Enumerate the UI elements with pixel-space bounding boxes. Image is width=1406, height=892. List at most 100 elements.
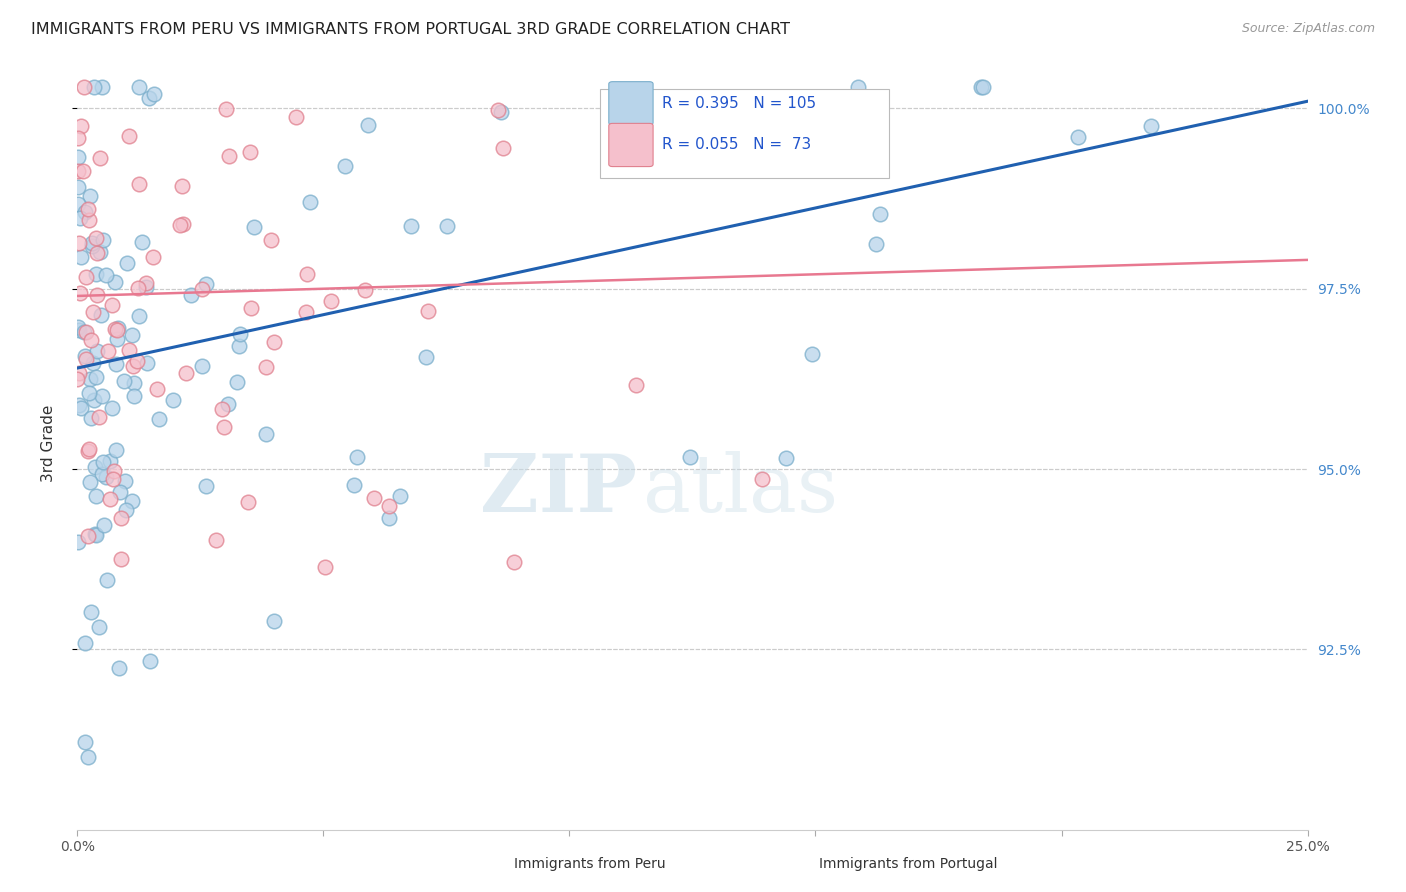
Point xyxy=(105,442,128,457)
Point xyxy=(148,411,170,425)
Point xyxy=(626,378,648,392)
Point xyxy=(97,344,120,359)
Point xyxy=(254,360,277,375)
Point xyxy=(172,178,194,193)
Point xyxy=(84,489,107,503)
Point xyxy=(83,79,105,94)
Point xyxy=(77,442,100,457)
Point xyxy=(104,357,127,371)
Point xyxy=(67,534,90,549)
Point xyxy=(314,559,336,574)
Point xyxy=(79,189,101,203)
Point xyxy=(172,217,194,231)
Point xyxy=(205,533,228,547)
Point xyxy=(84,528,107,542)
Point xyxy=(263,614,285,628)
Point xyxy=(436,219,458,233)
Point xyxy=(174,366,197,380)
Point xyxy=(143,87,166,101)
Point xyxy=(87,620,110,634)
Point xyxy=(169,218,191,232)
Point xyxy=(377,511,399,525)
Point xyxy=(67,150,90,164)
Text: R = 0.055   N =  73: R = 0.055 N = 73 xyxy=(662,137,811,153)
Point xyxy=(69,119,91,133)
Point xyxy=(865,236,887,251)
Point xyxy=(80,410,103,425)
Point xyxy=(82,305,104,319)
Point xyxy=(135,279,157,293)
Point xyxy=(114,374,136,388)
Point xyxy=(135,277,157,291)
Point xyxy=(89,151,111,165)
Point xyxy=(118,128,141,143)
Point xyxy=(101,401,124,416)
Text: atlas: atlas xyxy=(644,451,838,529)
Point xyxy=(679,450,702,464)
Point xyxy=(86,246,108,260)
Text: Immigrants from Peru: Immigrants from Peru xyxy=(515,857,665,871)
Point xyxy=(214,419,236,434)
Point xyxy=(75,352,97,367)
Point xyxy=(67,180,90,194)
Point xyxy=(191,359,214,374)
Point xyxy=(91,455,114,469)
Point xyxy=(260,233,283,247)
Point xyxy=(211,402,233,417)
Point xyxy=(69,286,91,301)
Point xyxy=(114,475,136,489)
Point xyxy=(125,354,148,368)
Point xyxy=(128,178,150,192)
Point xyxy=(100,453,122,467)
Point xyxy=(90,308,112,322)
Point xyxy=(294,304,316,318)
Point xyxy=(117,256,139,270)
Point xyxy=(226,375,249,389)
Point xyxy=(121,493,143,508)
Point xyxy=(75,270,97,285)
Point xyxy=(121,359,143,373)
Point xyxy=(218,149,240,163)
Point xyxy=(388,489,411,503)
Point xyxy=(138,91,160,105)
Point xyxy=(75,735,97,749)
Point xyxy=(139,654,162,668)
Point xyxy=(399,219,422,234)
Point xyxy=(73,79,96,94)
Point xyxy=(84,526,107,541)
Point xyxy=(80,605,103,619)
Point xyxy=(96,574,118,588)
Point xyxy=(86,343,108,358)
Point xyxy=(239,301,262,316)
Point xyxy=(101,472,124,486)
Point xyxy=(77,386,100,401)
Point xyxy=(491,104,513,119)
Point xyxy=(67,323,90,337)
Point xyxy=(118,343,141,357)
Point xyxy=(295,267,318,281)
Point xyxy=(69,211,91,225)
Point xyxy=(73,326,96,340)
Point xyxy=(356,118,378,132)
Point xyxy=(970,79,993,94)
Point xyxy=(105,332,128,346)
Point xyxy=(80,333,103,347)
Point xyxy=(67,398,90,412)
Point xyxy=(90,467,112,482)
Point xyxy=(333,159,356,173)
Point xyxy=(90,389,112,403)
Text: R = 0.395   N = 105: R = 0.395 N = 105 xyxy=(662,95,815,111)
FancyBboxPatch shape xyxy=(600,89,890,178)
Text: Immigrants from Portugal: Immigrants from Portugal xyxy=(820,857,998,871)
Point xyxy=(67,235,90,250)
Point xyxy=(263,335,285,350)
Point xyxy=(89,244,111,259)
Point xyxy=(73,349,96,363)
Point xyxy=(239,145,262,159)
Text: Source: ZipAtlas.com: Source: ZipAtlas.com xyxy=(1241,22,1375,36)
Point xyxy=(66,163,89,178)
Point xyxy=(191,282,214,296)
Point xyxy=(195,479,218,493)
Point xyxy=(77,528,100,542)
Point xyxy=(254,426,277,441)
